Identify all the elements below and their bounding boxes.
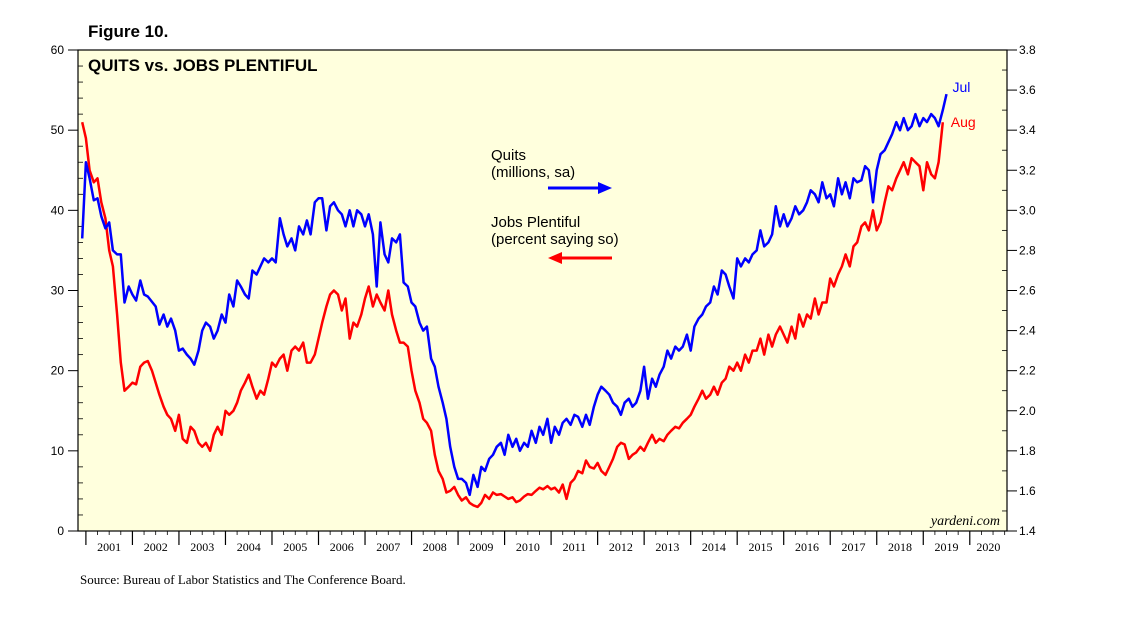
legend-quits-name: Quits — [491, 147, 526, 164]
x-tick-label: 2003 — [190, 540, 214, 554]
right-tick-label: 2.0 — [1019, 404, 1036, 418]
legend-quits: Quits (millions, sa) — [491, 147, 612, 194]
legend-quits-arrowhead — [598, 182, 612, 194]
x-tick-label: 2002 — [144, 540, 168, 554]
right-tick-label: 3.2 — [1019, 163, 1036, 177]
legend-jobs-unit: (percent saying so) — [491, 231, 619, 248]
legend-quits-unit: (millions, sa) — [491, 164, 575, 181]
x-tick-label: 2009 — [469, 540, 493, 554]
x-tick-label: 2014 — [702, 540, 726, 554]
x-tick-label: 2015 — [748, 540, 772, 554]
source-note: Source: Bureau of Labor Statistics and T… — [80, 572, 406, 587]
left-tick-label: 10 — [51, 444, 65, 458]
plot-area — [77, 49, 1008, 532]
legend-jobs-arrowhead — [548, 252, 562, 264]
x-tick-label: 2017 — [841, 540, 865, 554]
x-tick-label: 2018 — [888, 540, 912, 554]
x-tick-label: 2006 — [330, 540, 354, 554]
x-tick-label: 2011 — [563, 540, 587, 554]
right-tick-label: 2.6 — [1019, 284, 1036, 298]
right-tick-label: 1.4 — [1019, 524, 1036, 538]
right-tick-label: 3.6 — [1019, 83, 1036, 97]
x-tick-label: 2004 — [237, 540, 261, 554]
right-tick-label: 2.2 — [1019, 364, 1036, 378]
quits-line — [80, 93, 948, 497]
jobs-end-label: Aug — [951, 114, 976, 130]
right-tick-label: 3.4 — [1019, 123, 1036, 137]
x-tick-label: 2013 — [655, 540, 679, 554]
x-tick-label: 2019 — [935, 540, 959, 554]
x-tick-label: 2008 — [423, 540, 447, 554]
x-axis: 2001 2002 2003 2004 2005 2006 2007 2008 2009 2010… — [85, 531, 1006, 554]
jobs-plentiful-line — [80, 121, 945, 509]
left-tick-label: 20 — [51, 364, 65, 378]
x-tick-label: 2012 — [609, 540, 633, 554]
left-tick-label: 50 — [51, 123, 65, 137]
x-tick-label: 2005 — [283, 540, 307, 554]
right-axis: 1.4 1.6 1.8 2.0 2.2 2.4 2.6 2.8 3.0 3.2 3.4 3.6 3.8 — [1002, 43, 1036, 538]
figure-label: Figure 10. — [88, 22, 168, 41]
x-tick-label: 2020 — [976, 540, 1000, 554]
left-tick-label: 30 — [51, 284, 65, 298]
x-tick-label: 2007 — [376, 540, 400, 554]
right-tick-label: 1.8 — [1019, 444, 1036, 458]
legend-jobs: Jobs Plentiful (percent saying so) — [491, 214, 619, 264]
legend-jobs-name: Jobs Plentiful — [491, 214, 580, 231]
left-tick-label: 60 — [51, 43, 65, 57]
x-tick-label: 2010 — [516, 540, 540, 554]
right-tick-label: 2.8 — [1019, 243, 1036, 257]
right-tick-label: 2.4 — [1019, 324, 1036, 338]
chart-title: QUITS vs. JOBS PLENTIFUL — [88, 56, 318, 75]
left-tick-label: 40 — [51, 203, 65, 217]
quits-end-label: Jul — [953, 79, 971, 95]
right-tick-label: 3.8 — [1019, 43, 1036, 57]
x-tick-label: 2016 — [795, 540, 819, 554]
right-tick-label: 3.0 — [1019, 203, 1036, 217]
left-tick-label: 0 — [57, 524, 64, 538]
right-tick-label: 1.6 — [1019, 484, 1036, 498]
x-tick-label: 2001 — [97, 540, 121, 554]
credit-label: yardeni.com — [929, 514, 1000, 529]
left-axis: 0 10 20 30 40 50 60 — [51, 43, 83, 538]
